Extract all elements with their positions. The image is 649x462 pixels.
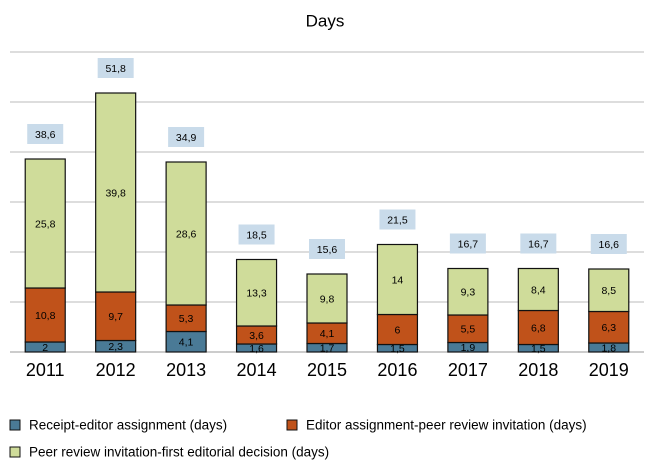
segment-label: 4,1 [179,337,194,349]
segment-label: 1,5 [390,343,405,355]
legend-label: Editor assignment-peer review invitation… [306,418,587,433]
segment-label: 1,9 [461,342,476,354]
total-label: 34,9 [176,132,197,144]
bar-segment [376,243,419,316]
total-label: 16,7 [458,238,479,250]
total-label: 18,5 [246,229,267,241]
total-label-box [379,209,416,230]
total-label-box [590,234,627,254]
bar-segment [165,161,207,306]
bar-segment [24,158,66,289]
segment-label: 5,3 [179,313,194,325]
segment-label: 2,3 [108,341,123,353]
x-tick-label: 2014 [237,360,277,380]
segment-label: 5,5 [461,324,476,336]
total-label-box [309,239,345,259]
legend-swatch [9,419,21,431]
segment-label: 6 [395,324,401,336]
x-tick-label: 2015 [307,360,347,380]
total-label: 16,6 [599,239,620,251]
bar-segment [235,258,278,327]
total-label: 51,8 [105,63,126,75]
segment-label: 8,4 [531,284,546,296]
bar-segment [517,267,559,312]
total-label-box [97,58,134,78]
segment-label: 10,8 [35,310,56,322]
segment-label: 8,5 [601,285,616,297]
bar-segment [95,92,137,293]
total-label-box [520,233,557,254]
x-tick-label: 2019 [589,360,629,380]
segment-label: 6,8 [531,322,546,334]
total-label-box [449,233,486,254]
total-label: 15,6 [317,244,338,256]
segment-label: 25,8 [35,218,56,230]
legend-swatch [9,446,21,458]
bar-segment [517,309,559,346]
bar-segment [588,268,630,313]
x-tick-label: 2017 [448,360,488,380]
segment-label: 4,1 [320,328,335,340]
segment-label: 14 [392,274,404,286]
x-tick-label: 2012 [96,360,136,380]
segment-label: 9,7 [108,311,123,323]
total-label-box [27,124,64,144]
total-label-box [238,224,275,245]
segment-label: 2 [42,342,48,354]
segment-label: 6,3 [601,322,616,334]
segment-label: 9,3 [461,287,476,299]
segment-label: 1,8 [601,342,616,354]
total-label: 38,6 [35,129,56,141]
segment-label: 1,5 [531,343,546,355]
total-label: 21,5 [387,214,408,226]
legend-swatch [286,419,298,431]
x-tick-label: 2018 [518,360,558,380]
segment-label: 39,8 [105,187,126,199]
x-tick-label: 2011 [26,360,65,380]
legend-label: Receipt-editor assignment (days) [29,418,227,433]
segment-label: 1,6 [249,343,264,355]
bar-segment [447,267,489,316]
x-tick-label: 2016 [377,360,417,380]
legend-label: Peer review invitation-first editorial d… [29,445,329,460]
total-label: 16,7 [528,238,549,250]
chart-title: Days [306,11,345,30]
segment-label: 1,7 [320,343,335,355]
segment-label: 9,8 [320,293,335,305]
segment-label: 28,6 [176,228,197,240]
bar-segment [447,314,489,344]
segment-label: 13,3 [246,288,267,300]
x-tick-label: 2013 [166,360,206,380]
bar-segment [306,273,348,324]
total-label-box [168,127,205,147]
segment-label: 3,6 [249,330,264,342]
